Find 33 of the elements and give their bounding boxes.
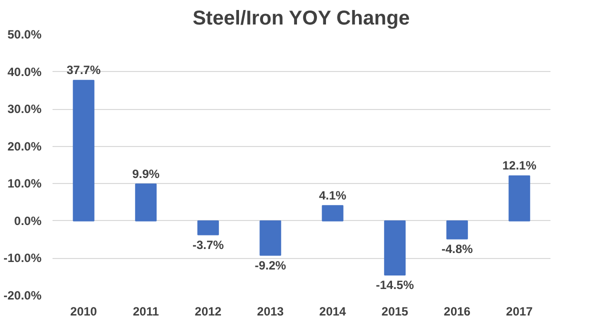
x-tick-label: 2017 xyxy=(506,304,534,318)
y-tick-label: 50.0% xyxy=(7,28,42,42)
bar xyxy=(322,205,344,222)
chart-title: Steel/Iron YOY Change xyxy=(192,8,410,30)
data-label: -9.2% xyxy=(254,258,286,272)
y-tick-label: -20.0% xyxy=(3,288,42,302)
bar xyxy=(384,220,406,276)
x-tick-label: 2011 xyxy=(132,304,160,318)
x-tick-label: 2013 xyxy=(257,304,284,318)
y-tick-label: -10.0% xyxy=(3,251,42,266)
bar xyxy=(197,220,219,236)
data-label: -3.7% xyxy=(192,238,224,252)
data-label: 4.1% xyxy=(318,188,347,203)
y-tick-label: 20.0% xyxy=(7,139,42,154)
data-label: -14.5% xyxy=(376,278,414,292)
y-tick-label: 10.0% xyxy=(7,176,42,191)
data-label: 12.1% xyxy=(502,158,537,173)
x-tick-label: 2016 xyxy=(444,304,471,318)
y-tick-label: 30.0% xyxy=(7,102,42,116)
bar xyxy=(135,184,157,222)
x-tick-label: 2015 xyxy=(382,304,409,318)
y-tick-label: 0.0% xyxy=(14,214,42,228)
data-label: -4.8% xyxy=(441,242,474,256)
bar xyxy=(72,80,94,222)
bar xyxy=(446,220,468,240)
bar xyxy=(260,220,282,256)
x-tick-label: 2012 xyxy=(194,304,222,318)
x-tick-label: 2014 xyxy=(319,304,346,318)
x-tick-label: 2010 xyxy=(70,304,98,318)
bar xyxy=(508,175,530,222)
y-tick-label: 40.0% xyxy=(7,64,42,79)
data-label: 37.7% xyxy=(66,63,101,78)
data-label: 9.9% xyxy=(132,166,160,181)
